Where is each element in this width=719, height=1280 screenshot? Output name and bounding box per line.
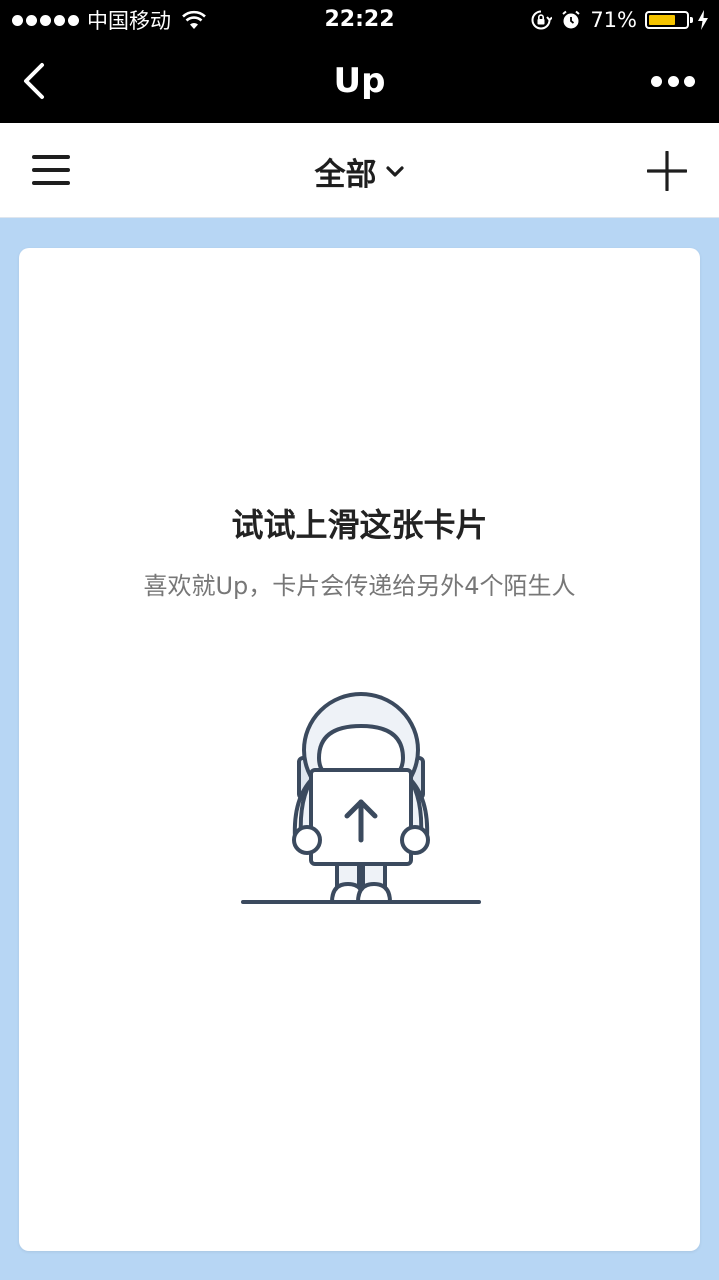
card-subtitle: 喜欢就Up，卡片会传递给另外4个陌生人	[143, 572, 576, 600]
card-title: 试试上滑这张卡片	[231, 506, 488, 544]
more-horizontal-icon[interactable]	[651, 70, 695, 92]
filter-container: 全部	[0, 149, 719, 194]
nav-bar: Up	[0, 40, 719, 123]
charging-bolt-icon	[698, 10, 708, 30]
signal-dots-icon	[12, 14, 79, 26]
rotation-lock-icon	[531, 10, 553, 30]
chevron-down-icon	[385, 165, 404, 177]
battery-level-fill	[649, 15, 675, 25]
filter-label: 全部	[314, 157, 377, 193]
category-filter-dropdown[interactable]: 全部	[315, 149, 405, 194]
status-bar-right: 71%	[530, 6, 709, 34]
toolbar: 全部	[0, 123, 719, 218]
alarm-icon	[562, 10, 580, 29]
chevron-left-icon[interactable]	[18, 60, 50, 102]
arrow-up-icon	[344, 799, 378, 843]
carrier-name: 中国移动	[87, 9, 171, 33]
astronaut-illustration	[241, 692, 481, 904]
status-bar: 中国移动 22:22 71%	[0, 0, 719, 40]
battery-percent: 71%	[590, 8, 637, 32]
status-bar-left: 中国移动	[12, 6, 207, 34]
page-title: Up	[333, 61, 386, 101]
hamburger-menu-icon[interactable]	[30, 153, 74, 187]
wifi-icon	[182, 10, 206, 29]
swipe-card[interactable]: 试试上滑这张卡片 喜欢就Up，卡片会传递给另外4个陌生人	[19, 248, 700, 1251]
status-time: 22:22	[324, 7, 395, 32]
battery-icon	[645, 11, 693, 29]
plus-icon[interactable]	[647, 151, 687, 191]
